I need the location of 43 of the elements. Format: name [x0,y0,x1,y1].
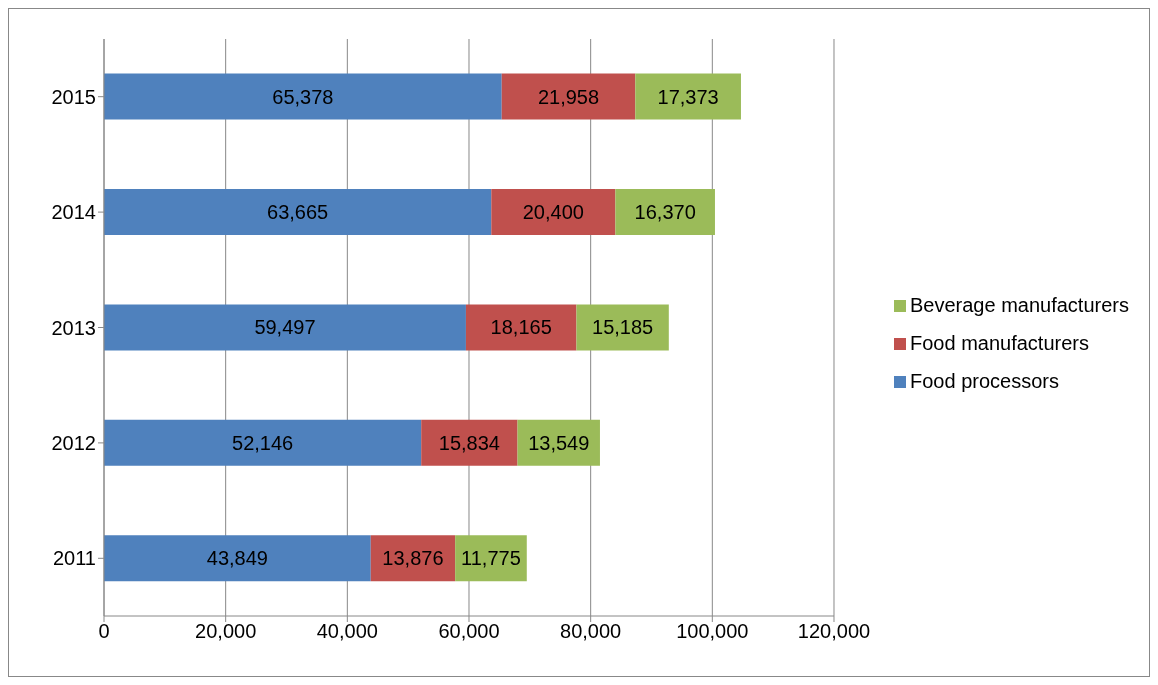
data-label: 13,876 [382,547,444,570]
data-label: 15,834 [438,431,500,454]
x-tick-label: 80,000 [560,620,622,643]
data-label: 15,185 [592,316,654,339]
y-tick-label: 2015 [51,85,96,108]
bar [465,304,577,351]
legend-label: Food manufacturers [909,331,1089,354]
data-label: 52,146 [232,431,294,454]
bar [421,419,518,466]
data-label: 11,775 [461,547,521,570]
bar [491,189,616,236]
bar [104,419,422,466]
x-tick-label: 0 [98,620,110,643]
x-tick-label: 20,000 [195,620,257,643]
bar [635,73,741,120]
y-tick-label: 2011 [52,547,96,570]
y-tick-label: 2012 [51,432,96,454]
data-label: 13,549 [528,431,590,454]
x-tick-label: 100,000 [676,620,749,643]
data-label: 17,373 [657,85,719,108]
bar [104,189,492,236]
x-tick-label: 40,000 [316,620,378,643]
bar [455,535,527,582]
data-label: 21,958 [537,85,600,108]
bar [501,73,636,120]
data-label: 63,665 [267,201,329,224]
bar [576,304,669,351]
data-label: 65,378 [272,85,334,108]
bar [104,304,466,351]
x-tick-label: 120,000 [797,620,871,643]
data-label: 20,400 [522,201,584,224]
data-label: 59,497 [254,316,316,339]
data-label: 16,370 [634,201,696,224]
y-tick-label: 2014 [51,201,96,224]
y-tick-label: 2013 [51,316,96,339]
x-tick-label: 60,000 [438,620,500,643]
bar [104,73,502,120]
data-label: 18,165 [490,316,552,339]
bar [615,189,715,236]
legend-label: Food processors [909,369,1059,392]
legend-label: Beverage manufacturers [909,293,1129,316]
data-label: 43,849 [206,547,268,570]
bar [104,535,371,582]
